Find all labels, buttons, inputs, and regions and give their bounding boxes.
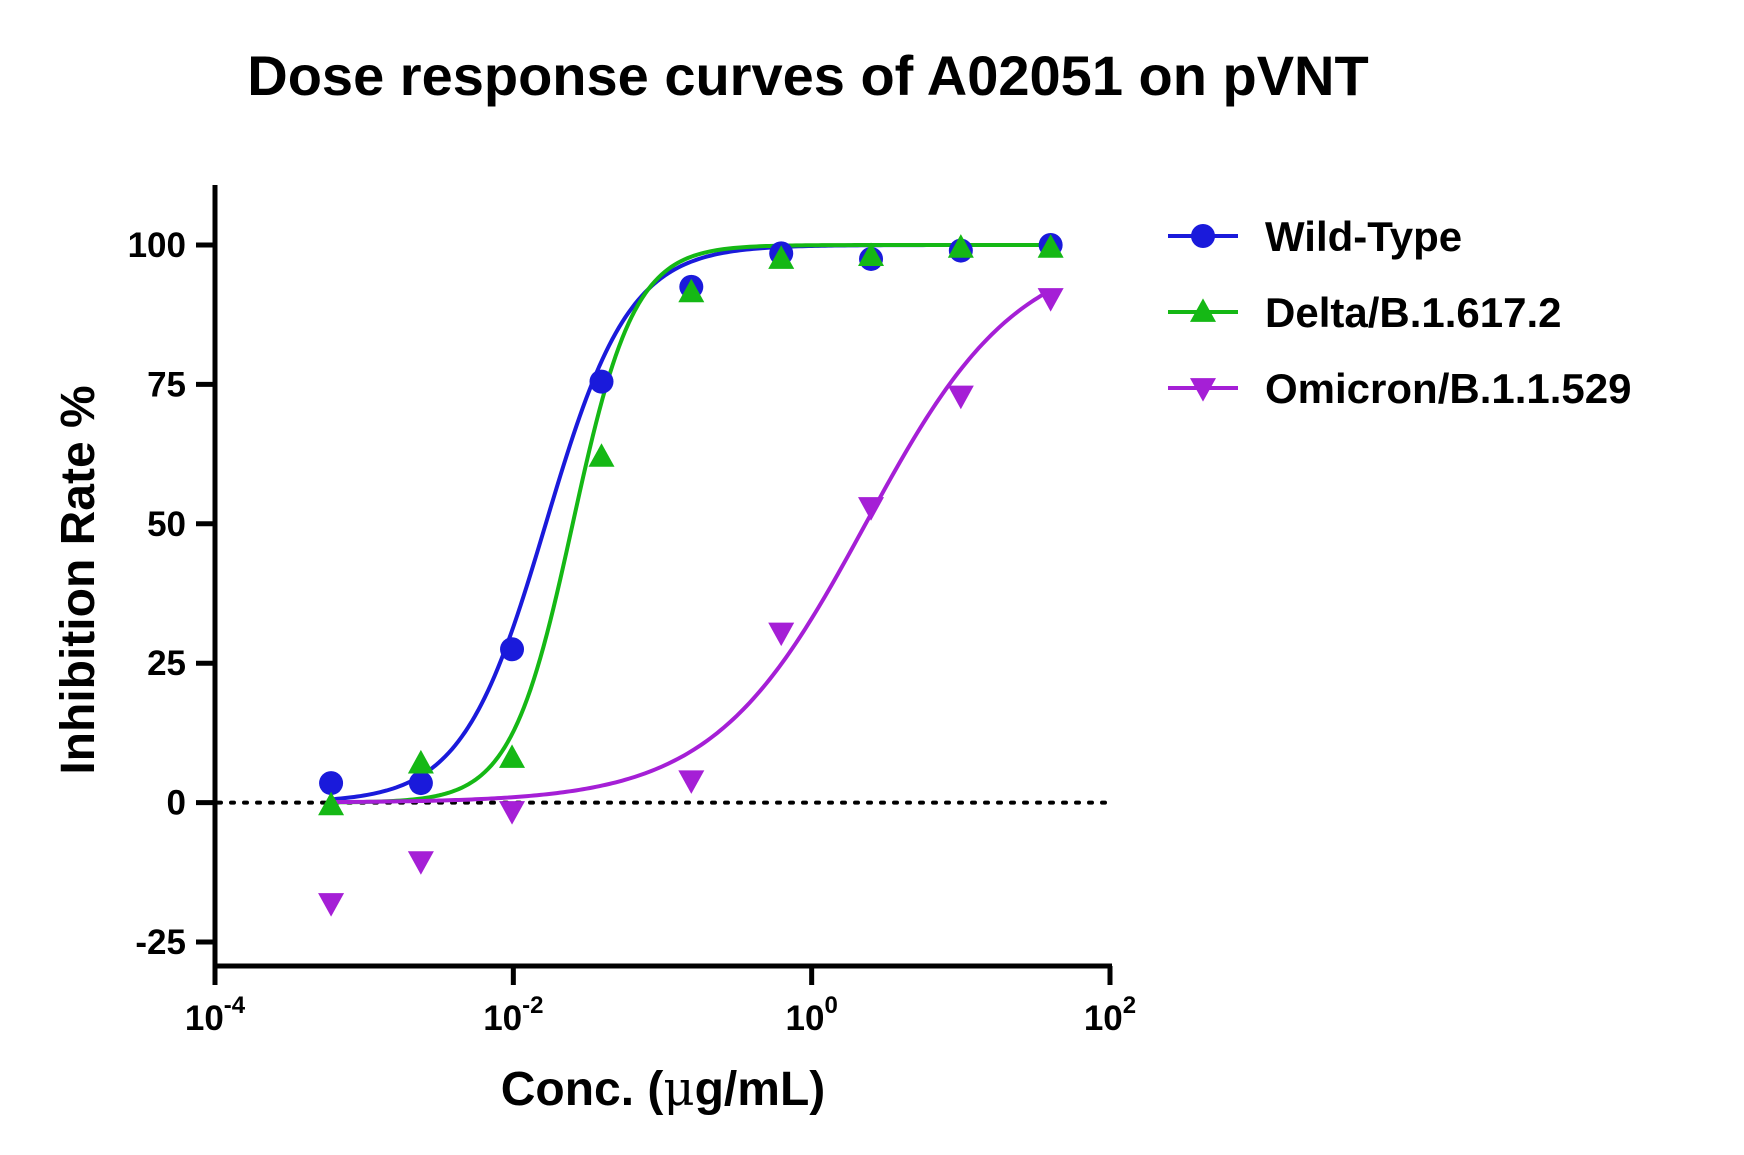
- legend-marker: [1190, 298, 1216, 322]
- y-tick-label: 0: [167, 784, 186, 823]
- data-point: [500, 637, 525, 662]
- legend-label: Delta/B.1.617.2: [1265, 289, 1562, 336]
- legend-label: Omicron/B.1.1.529: [1265, 365, 1632, 412]
- data-point: [678, 278, 705, 303]
- chart-title: Dose response curves of A02051 on pVNT: [247, 44, 1368, 107]
- data-point: [318, 893, 345, 917]
- y-tick-label: 100: [128, 226, 186, 265]
- x-tick-label: 10-4: [185, 992, 246, 1038]
- tick-labels: 100 75 50 25 0 -25 10-4 10-2 100 102: [128, 226, 1137, 1038]
- data-point: [858, 242, 885, 267]
- legend: Wild-Type Delta/B.1.617.2 Omicron/B.1.1.52…: [1168, 213, 1632, 412]
- y-tick-label: 50: [147, 505, 186, 544]
- legend-item: Wild-Type: [1168, 213, 1462, 260]
- data-point: [947, 385, 974, 410]
- x-axis-label-mu: μ: [663, 1061, 694, 1117]
- plot-area: [216, 233, 1112, 917]
- legend-marker: [1190, 378, 1216, 402]
- x-tick-label: 102: [1084, 992, 1136, 1038]
- x-axis-label-suffix: g/mL): [695, 1063, 826, 1116]
- x-tick-label: 100: [786, 992, 838, 1038]
- data-point: [768, 245, 795, 269]
- data-point: [408, 771, 433, 796]
- y-tick-label: 75: [147, 365, 186, 404]
- data-point: [318, 791, 345, 816]
- fit-curve-1: [331, 243, 1051, 805]
- data-point: [499, 801, 526, 825]
- data-point: [407, 851, 434, 875]
- data-point: [499, 744, 526, 768]
- data-point: [1037, 234, 1064, 258]
- y-tick-label: -25: [135, 923, 186, 962]
- legend-marker: [1191, 224, 1215, 248]
- y-tick-label: 25: [147, 644, 186, 683]
- data-point: [947, 234, 974, 258]
- legend-item: Omicron/B.1.1.529: [1168, 365, 1632, 412]
- fit-curve-0: [330, 243, 1051, 802]
- data-point: [858, 497, 885, 521]
- data-point: [1037, 288, 1064, 312]
- data-point: [589, 369, 614, 394]
- data-point: [407, 749, 434, 774]
- axes: [212, 185, 1112, 969]
- data-point: [768, 622, 795, 647]
- data-point: [588, 443, 615, 467]
- x-tick-label: 10-2: [483, 992, 543, 1038]
- fit-curve-2: [331, 288, 1052, 805]
- x-axis-label: Conc. (μg/mL): [501, 1061, 826, 1117]
- legend-label: Wild-Type: [1265, 213, 1462, 260]
- data-point: [678, 770, 705, 794]
- y-axis-label: Inhibition Rate %: [52, 385, 105, 774]
- legend-item: Delta/B.1.617.2: [1168, 289, 1562, 336]
- data-point: [319, 771, 344, 796]
- x-axis-label-prefix: Conc. (: [501, 1063, 664, 1116]
